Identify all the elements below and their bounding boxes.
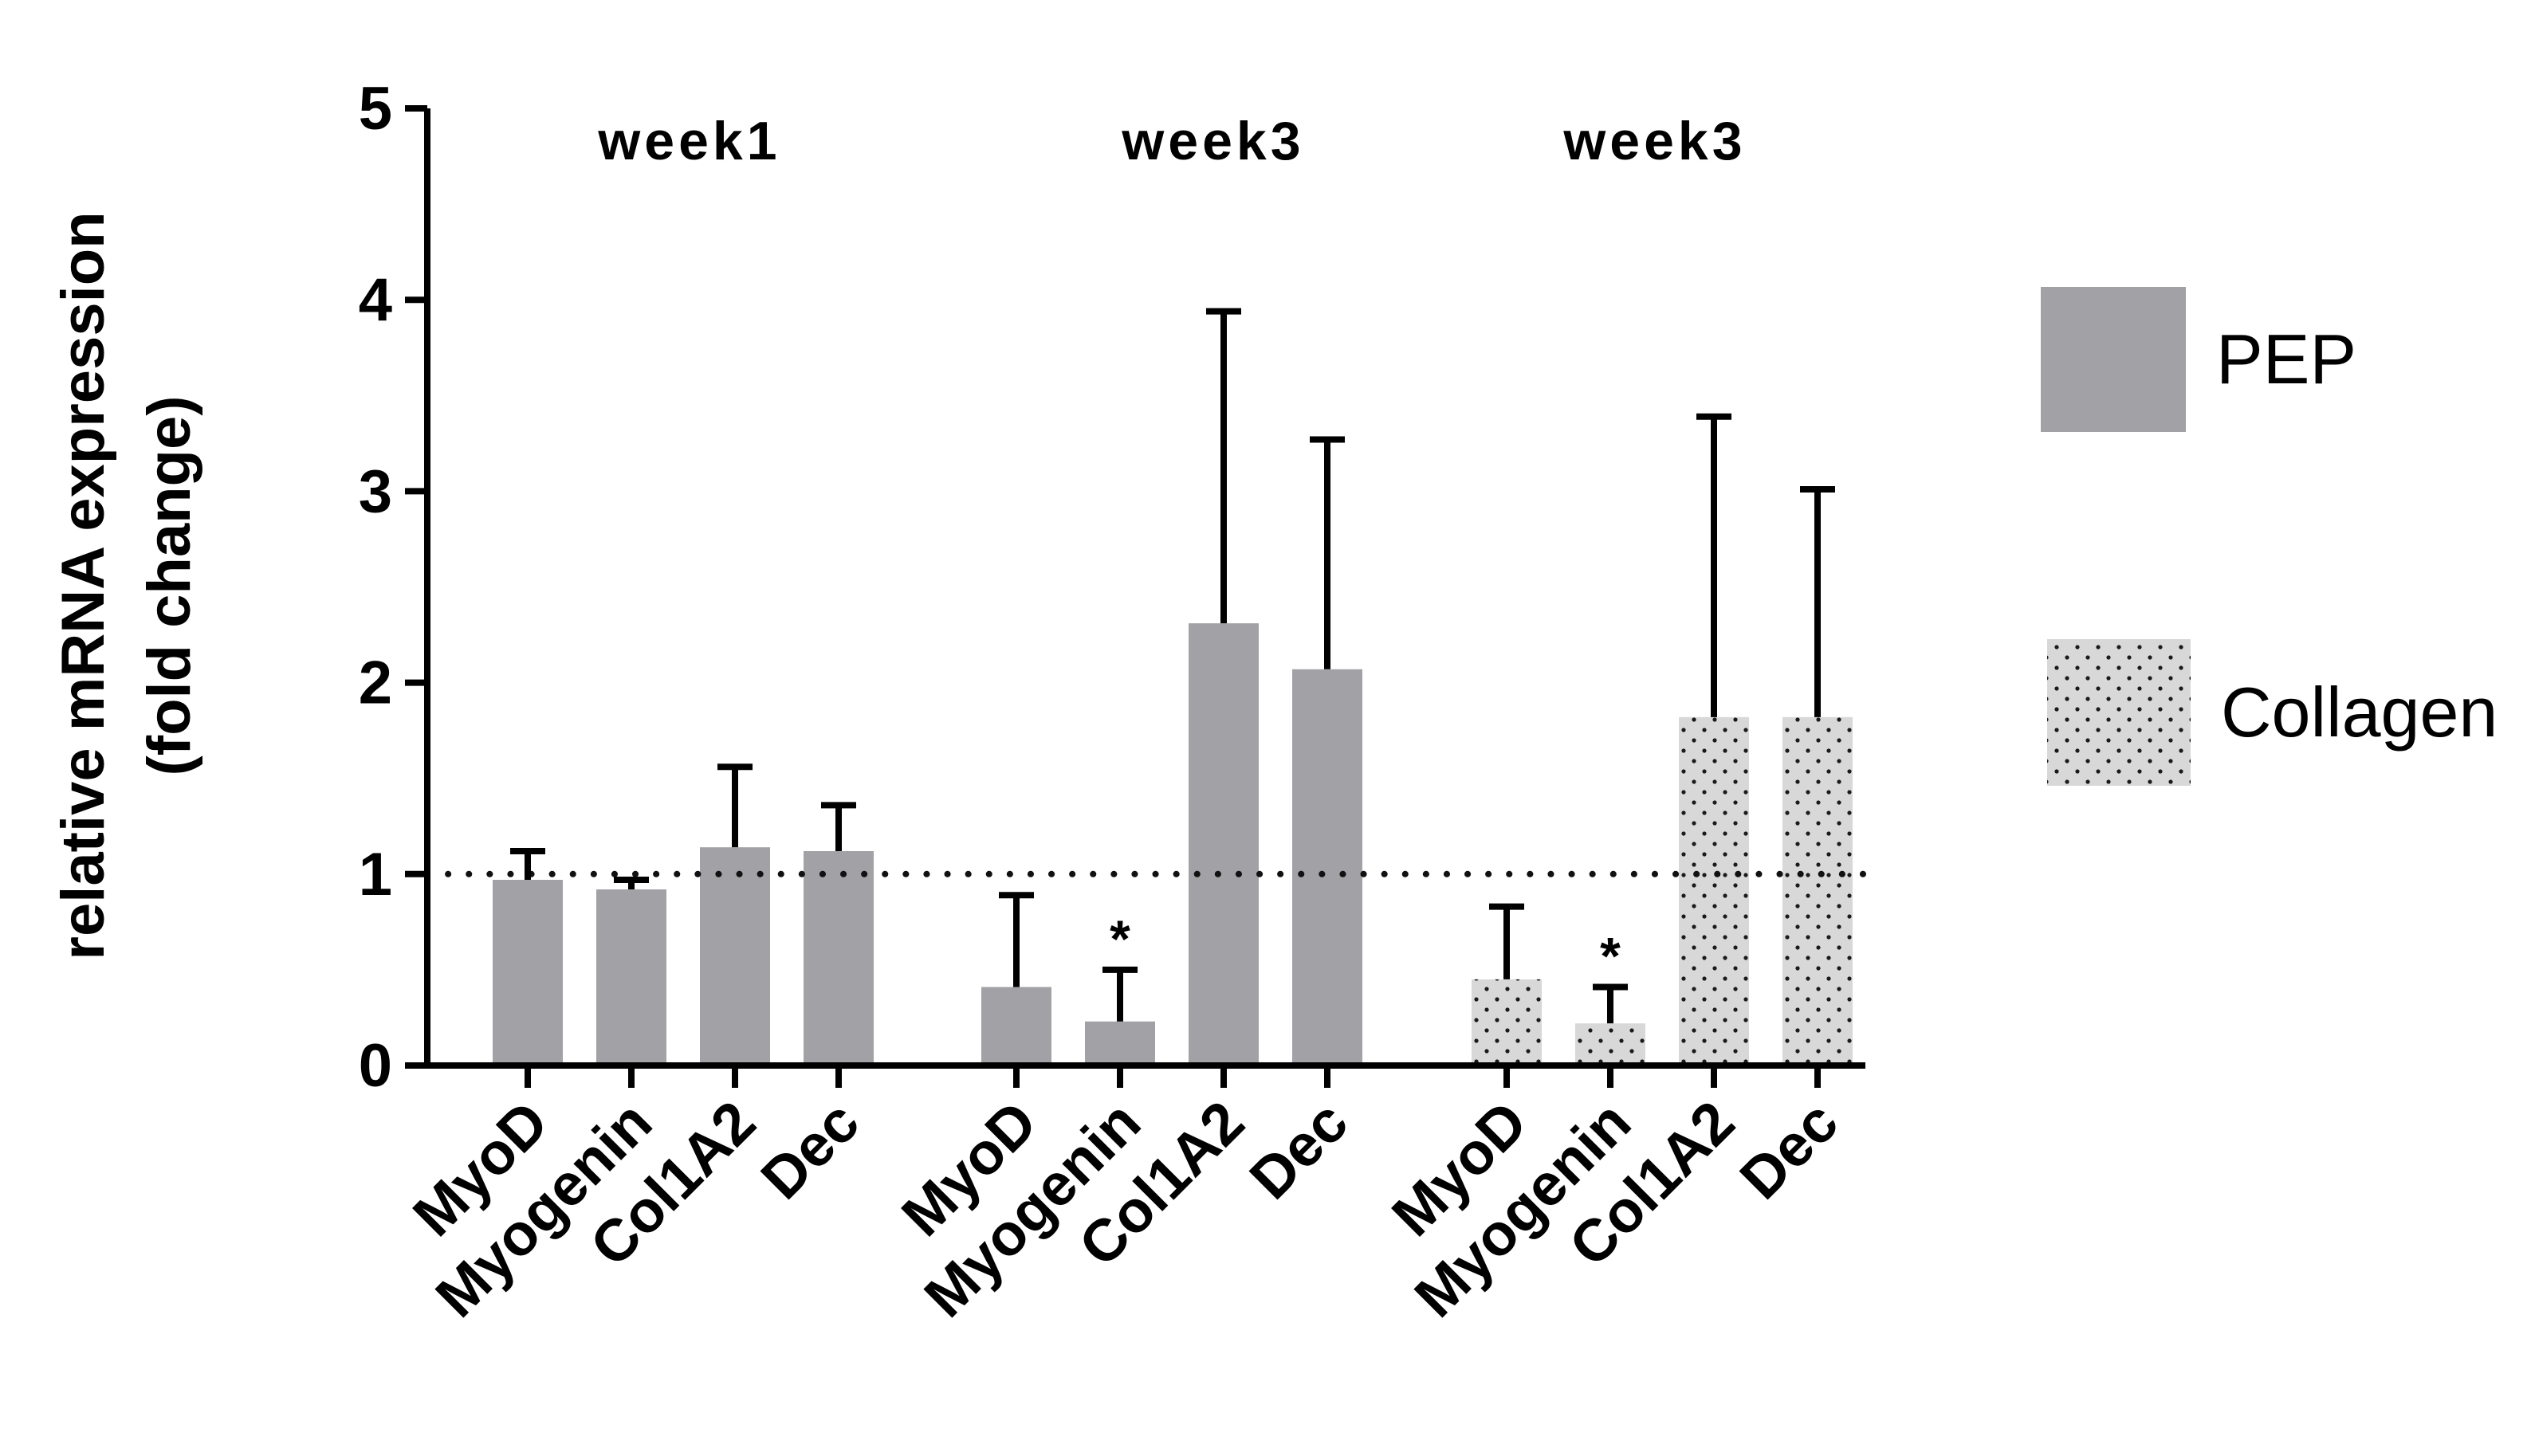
x-tick-label: Dec <box>749 1089 872 1212</box>
x-tick-label: Dec <box>1237 1089 1361 1212</box>
legend: PEP Collagen <box>2041 287 2498 786</box>
bar <box>1782 716 1853 1066</box>
x-tick-label: Dec <box>1727 1089 1851 1212</box>
bar <box>1085 1021 1155 1066</box>
significance-mark: * <box>1110 909 1130 968</box>
group-title: week3 <box>1562 111 1746 171</box>
bar <box>1189 623 1259 1066</box>
group-title: week3 <box>1121 111 1304 171</box>
bar <box>700 847 770 1066</box>
y-tick-label: 5 <box>359 75 392 143</box>
bars-layer <box>493 623 1853 1066</box>
y-axis-title-line2: (fold change) <box>136 395 203 775</box>
bar <box>804 850 874 1066</box>
bar <box>1575 1023 1645 1066</box>
axes-layer <box>405 105 1865 1088</box>
bar <box>981 987 1051 1066</box>
group-title: week1 <box>597 111 780 171</box>
bar <box>1679 716 1749 1066</box>
significance-mark: * <box>1600 927 1621 986</box>
y-tick-label: 3 <box>359 457 392 525</box>
legend-label: Collagen <box>2221 673 2498 752</box>
y-tick-label: 4 <box>359 266 392 334</box>
legend-swatch <box>2047 639 2191 786</box>
legend-swatch <box>2041 287 2186 432</box>
y-axis-title-line1: relative mRNA expression <box>49 211 117 960</box>
y-tick-label: 2 <box>359 650 392 717</box>
legend-label: PEP <box>2216 320 2356 398</box>
bar <box>1472 979 1542 1066</box>
bar <box>1292 669 1362 1066</box>
y-tick-label: 0 <box>359 1032 392 1100</box>
bar <box>493 880 563 1066</box>
error-bars-layer <box>510 308 1835 1024</box>
bar <box>596 889 666 1066</box>
y-axis-title: relative mRNA expression (fold change) <box>49 211 203 960</box>
y-tick-label: 1 <box>359 841 392 909</box>
